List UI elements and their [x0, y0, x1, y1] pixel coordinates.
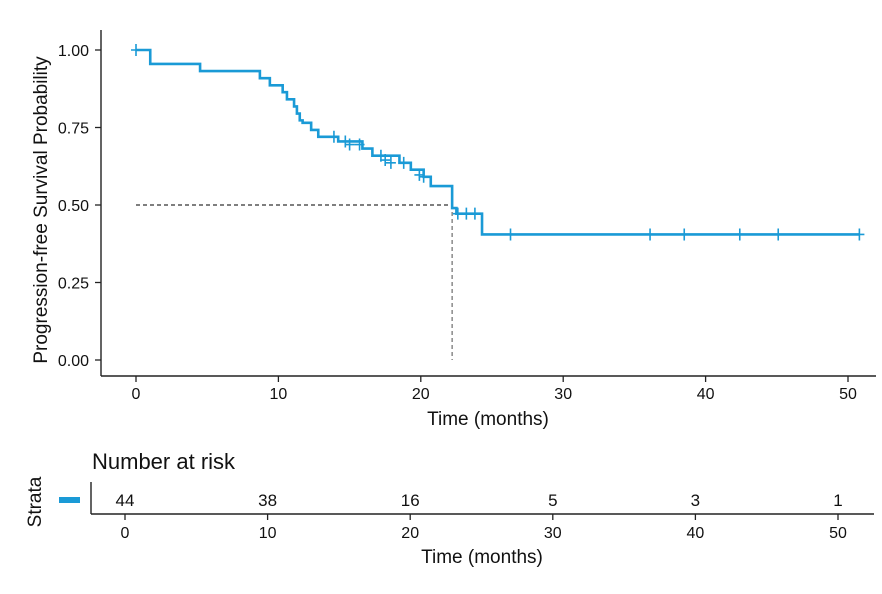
median-reference-lines: [136, 204, 453, 360]
censor-mark: [418, 170, 429, 183]
censor-mark: [385, 156, 396, 169]
censor-mark: [854, 228, 865, 241]
censor-mark: [469, 207, 480, 220]
censor-mark: [131, 44, 141, 56]
risk-x-axis-title: Time (months): [421, 547, 543, 568]
risk-x-tick-label: 50: [829, 525, 847, 542]
censor-mark: [773, 228, 784, 241]
censor-mark: [380, 154, 391, 167]
risk-x-tick-label: 30: [544, 525, 562, 542]
risk-x-tick-label: 20: [401, 525, 419, 542]
x-tick-label: 50: [839, 386, 857, 403]
main-x-ticks: 0 10 20 30 40 50: [132, 376, 857, 403]
censor-mark: [354, 138, 365, 151]
km-step-line: [136, 48, 860, 236]
x-tick-label: 30: [554, 386, 572, 403]
risk-count: 44: [116, 491, 135, 510]
risk-counts: 44 38 16 5 3 1: [116, 491, 843, 510]
y-tick-label: 1.00: [58, 43, 89, 60]
y-tick-label: 0.50: [58, 198, 89, 215]
risk-x-tick-label: 40: [687, 525, 705, 542]
y-axis-title: Progression-free Survival Probability: [31, 56, 52, 364]
y-tick-label: 0.00: [58, 353, 89, 370]
censor-mark: [452, 207, 463, 220]
risk-x-tick-label: 10: [259, 525, 277, 542]
main-y-ticks: 0.00 0.25 0.50 0.75 1.00: [58, 43, 101, 370]
censor-mark: [461, 207, 472, 220]
x-tick-label: 40: [697, 386, 715, 403]
x-tick-label: 0: [132, 386, 141, 403]
risk-table-title: Number at risk: [92, 449, 236, 474]
censor-marks: [131, 44, 865, 241]
censor-mark: [340, 135, 351, 148]
censor-mark: [328, 130, 339, 143]
censor-mark: [645, 228, 656, 241]
risk-count: 3: [691, 491, 700, 510]
censor-mark: [344, 138, 355, 151]
risk-strata-legend-swatch: [59, 497, 80, 503]
censor-mark: [398, 156, 409, 169]
x-tick-label: 10: [270, 386, 288, 403]
risk-strata-label: Strata: [25, 476, 46, 527]
x-tick-label: 20: [412, 386, 430, 403]
risk-x-tick-label: 0: [121, 525, 130, 542]
risk-x-ticks: 0 10 20 30 40 50: [121, 514, 847, 542]
km-series-strata: [136, 48, 860, 236]
risk-count: 1: [833, 491, 842, 510]
x-axis-title: Time (months): [427, 409, 549, 430]
risk-count: 16: [401, 491, 420, 510]
censor-mark: [734, 228, 745, 241]
y-tick-label: 0.75: [58, 121, 89, 138]
censor-mark: [679, 228, 690, 241]
censor-mark: [505, 228, 516, 241]
risk-count: 5: [548, 491, 557, 510]
y-tick-label: 0.25: [58, 276, 89, 293]
risk-count: 38: [258, 491, 277, 510]
censor-mark: [414, 168, 425, 181]
